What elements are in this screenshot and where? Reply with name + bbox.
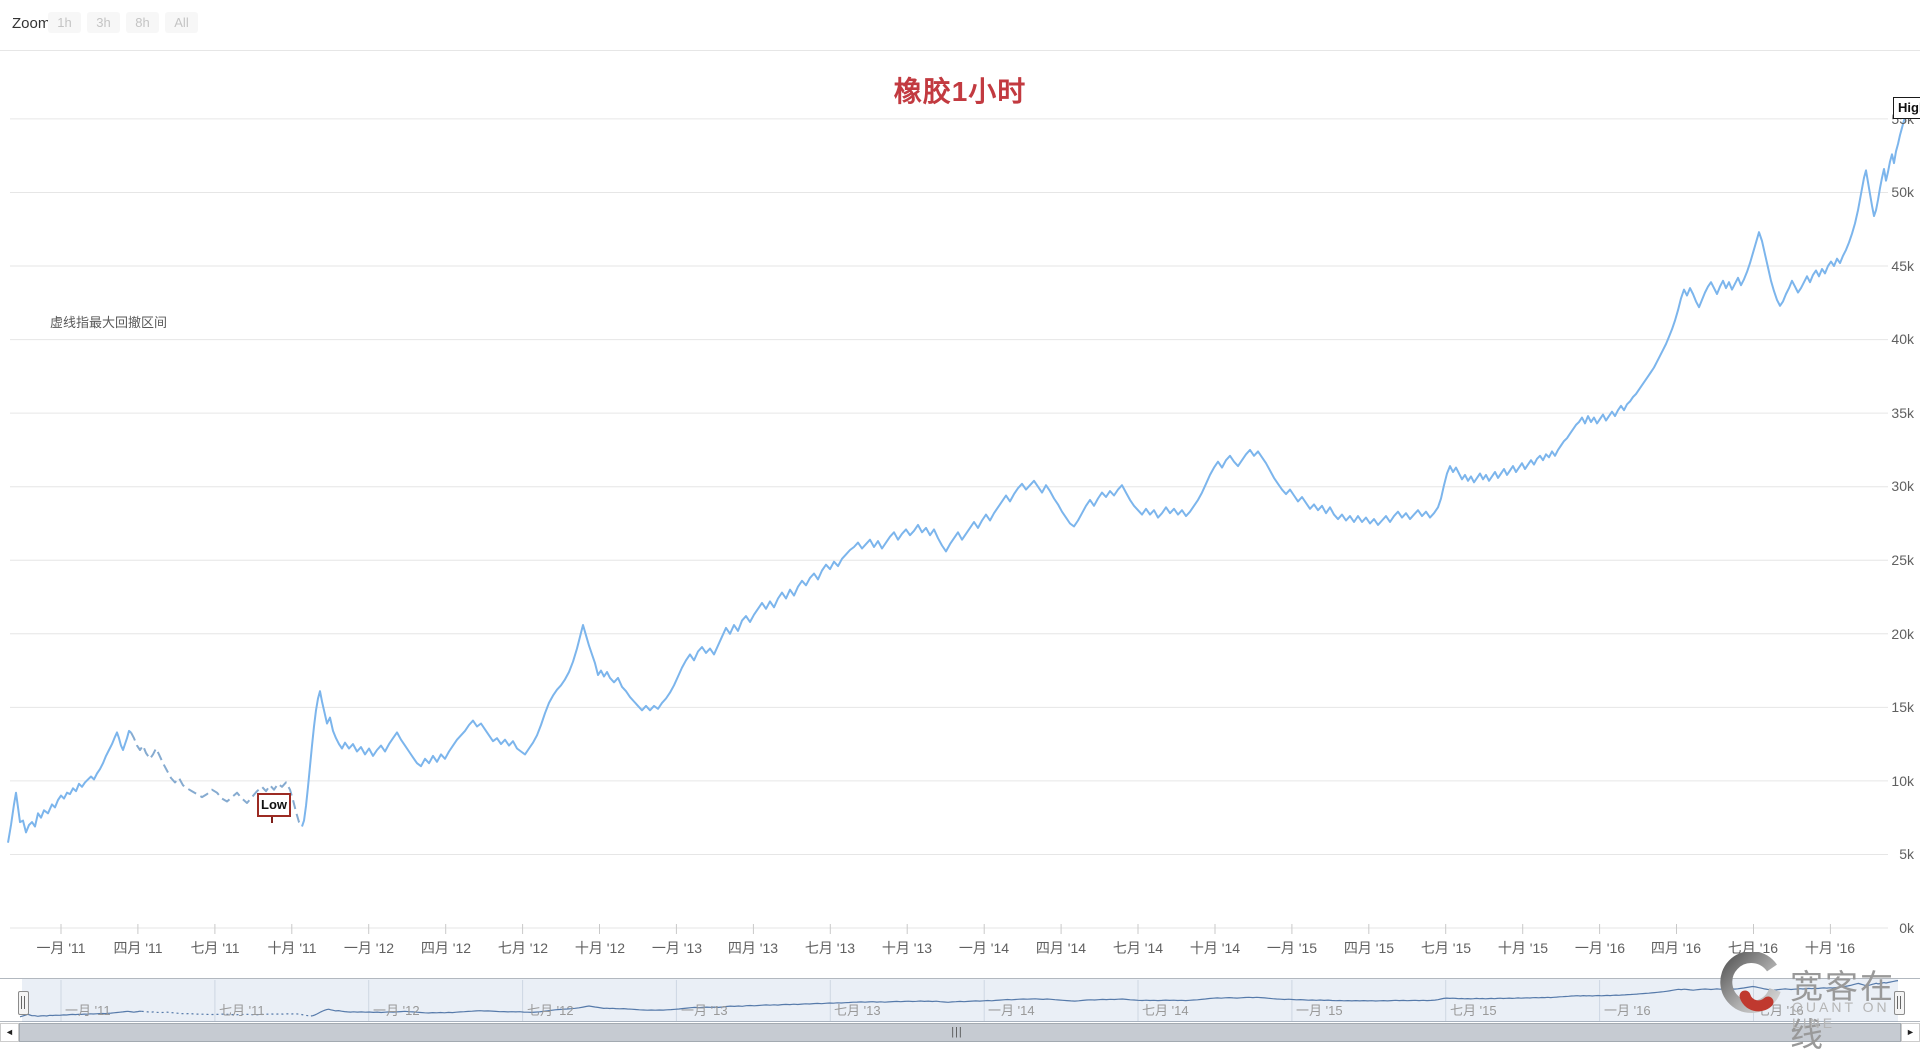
- zoom-label: Zoom: [12, 15, 51, 32]
- y-axis-label: 35k: [1891, 405, 1914, 421]
- navigator-gridlines: [60, 980, 1754, 1021]
- navigator-right-handle[interactable]: [1894, 991, 1905, 1015]
- x-axis-ticks: [60, 924, 1831, 934]
- x-axis-label: 一月 '14: [958, 940, 1010, 956]
- y-axis-label: 40k: [1891, 331, 1914, 347]
- x-axis-label: 七月 '12: [497, 940, 549, 956]
- navigator-series-line-dotted: [141, 1010, 311, 1017]
- navigator-axis-label: 七月 '13: [834, 1003, 881, 1018]
- scrollbar-thumb[interactable]: [19, 1023, 1901, 1042]
- x-axis-label: 十月 '15: [1497, 940, 1549, 956]
- x-axis-label: 一月 '12: [343, 940, 395, 956]
- navigator-axis-label: 七月 '11: [219, 1003, 265, 1018]
- zoom-button-3h[interactable]: 3h: [87, 12, 120, 33]
- series-line: [7, 729, 132, 843]
- series-line: [301, 114, 1907, 827]
- zoom-button-8h[interactable]: 8h: [126, 12, 159, 33]
- navigator-axis-label: 一月 '13: [681, 1003, 728, 1018]
- y-axis-label: 5k: [1899, 846, 1914, 862]
- brand-name: 宽客在线: [1790, 968, 1895, 1052]
- scrollbar-left-arrow-button[interactable]: ◄: [0, 1023, 19, 1042]
- x-axis-label: 四月 '16: [1650, 940, 1702, 956]
- x-axis-label: 十月 '14: [1189, 940, 1241, 956]
- x-axis-label: 七月 '13: [804, 940, 856, 956]
- x-axis-label: 四月 '12: [420, 940, 472, 956]
- y-axis-label: 20k: [1891, 626, 1914, 642]
- y-gridlines: [10, 118, 1888, 929]
- x-axis-label: 十月 '13: [881, 940, 933, 956]
- navigator-selected-range[interactable]: [22, 979, 1898, 1022]
- x-axis-label: 十月 '11: [267, 940, 317, 956]
- x-axis-label: 一月 '15: [1266, 940, 1318, 956]
- navigator-series-line: [310, 980, 1899, 1017]
- y-axis-label: 30k: [1891, 478, 1914, 494]
- y-axis-label: 15k: [1891, 699, 1914, 715]
- scrollbar-grip-icon: |||: [951, 1026, 963, 1038]
- navigator: [0, 978, 1920, 1022]
- x-axis-label: 七月 '14: [1112, 940, 1164, 956]
- series-line-max-drawdown-dashed: [130, 731, 303, 828]
- x-axis-label: 七月 '15: [1420, 940, 1472, 956]
- x-axis-label: 四月 '11: [113, 940, 163, 956]
- x-axis-label: 四月 '14: [1035, 940, 1087, 956]
- navigator-axis-label: 一月 '14: [988, 1003, 1035, 1018]
- zoom-button-1h[interactable]: 1h: [48, 12, 81, 33]
- brand-subtitle: QUANT ON LINE: [1792, 999, 1890, 1031]
- x-axis-label: 四月 '13: [727, 940, 779, 956]
- high-marker-label: High: [1893, 97, 1920, 119]
- x-axis-label: 十月 '16: [1804, 940, 1856, 956]
- low-marker-tick-icon: [271, 817, 273, 823]
- x-axis-label: 四月 '15: [1343, 940, 1395, 956]
- x-axis-label: 一月 '13: [651, 940, 703, 956]
- quant-online-logo-icon: [1720, 951, 1781, 1013]
- y-axis-label: 50k: [1891, 184, 1914, 200]
- y-axis-label: 25k: [1891, 552, 1914, 568]
- zoom-toolbar: Zoom 1h 3h 8h All: [0, 0, 1920, 51]
- drawdown-annotation: 虚线指最大回撤区间: [50, 315, 168, 330]
- navigator-axis-label: 七月 '12: [527, 1003, 574, 1018]
- navigator-axis-label: 一月 '11: [65, 1003, 111, 1018]
- x-axis-label: 七月 '11: [190, 940, 240, 956]
- chart-title: 橡胶1小时: [893, 76, 1027, 107]
- navigator-axis-label: 一月 '12: [373, 1003, 420, 1018]
- x-axis-label: 一月 '11: [36, 940, 86, 956]
- low-marker-label: Low: [257, 793, 291, 817]
- navigator-axis-label: 七月 '14: [1142, 1003, 1189, 1018]
- x-axis-label: 七月 '16: [1727, 940, 1779, 956]
- x-axis-label: 十月 '12: [574, 940, 626, 956]
- y-axis-label: 45k: [1891, 258, 1914, 274]
- navigator-axis-label: 一月 '16: [1604, 1003, 1651, 1018]
- y-axis-label: 0k: [1899, 920, 1914, 936]
- y-axis-label: 10k: [1891, 773, 1914, 789]
- navigator-series-line: [19, 1010, 142, 1018]
- navigator-left-handle[interactable]: [18, 991, 29, 1015]
- navigator-axis-label: 七月 '15: [1450, 1003, 1497, 1018]
- brand-logo: 宽客在线 QUANT ON LINE: [1712, 951, 1917, 1052]
- navigator-axis-label: 一月 '15: [1296, 1003, 1343, 1018]
- x-axis-label: 一月 '16: [1574, 940, 1626, 956]
- zoom-button-all[interactable]: All: [165, 12, 198, 33]
